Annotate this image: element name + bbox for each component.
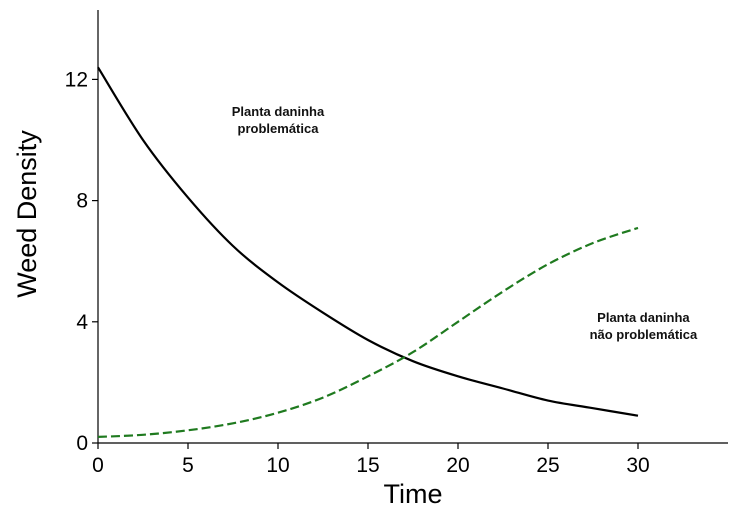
x-axis-title: Time	[384, 479, 443, 509]
x-tick-label: 5	[182, 454, 194, 477]
y-tick-label: 12	[65, 68, 88, 91]
y-tick-label: 8	[76, 190, 88, 213]
series	[97, 66, 639, 438]
x-tick-label: 25	[536, 454, 559, 477]
problematic-weed-line	[97, 66, 639, 417]
annotation-problematic: Planta daninha problemática	[232, 104, 325, 136]
non-problematic-weed-line	[97, 226, 639, 438]
annotation-line: problemática	[238, 121, 320, 136]
annotation-line: Planta daninha	[232, 104, 325, 119]
y-tick-label: 0	[76, 432, 88, 455]
axes	[97, 10, 728, 444]
x-tick-label: 20	[446, 454, 469, 477]
y-tick-label: 4	[76, 311, 88, 334]
x-tick-label: 15	[356, 454, 379, 477]
annotation-line: Planta daninha	[597, 310, 690, 325]
x-tick-label: 30	[626, 454, 649, 477]
ticks: 0 5 10 15 20 25 30 0 4 8 12	[65, 68, 650, 477]
y-axis-title: Weed Density	[12, 130, 42, 298]
x-tick-label: 10	[266, 454, 289, 477]
annotation-non-problematic: Planta daninha não problemática	[590, 310, 698, 342]
annotation-line: não problemática	[590, 327, 698, 342]
x-tick-label: 0	[92, 454, 104, 477]
